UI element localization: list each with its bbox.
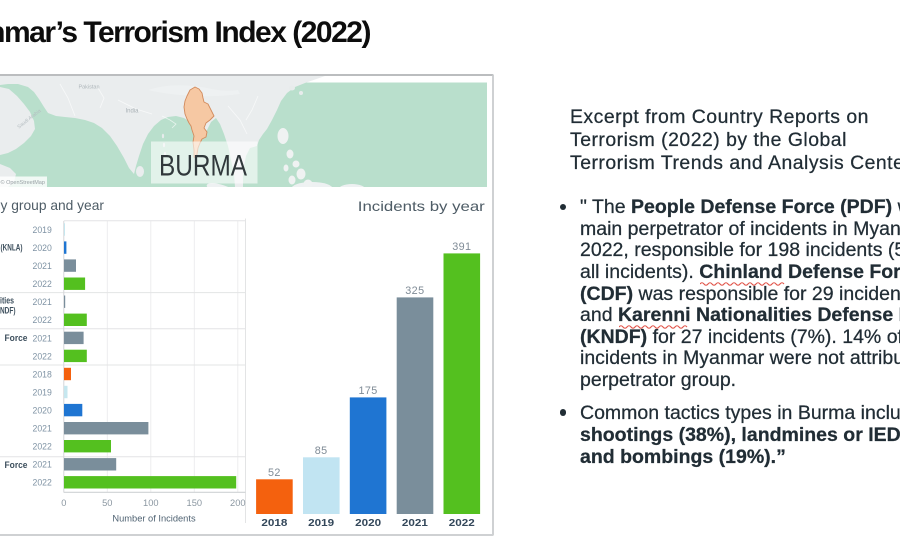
svg-text:2022: 2022 bbox=[33, 279, 52, 290]
svg-text:Pakistan: Pakistan bbox=[78, 85, 99, 91]
svg-text:NDF): NDF) bbox=[0, 306, 16, 316]
svg-text:200: 200 bbox=[230, 498, 246, 508]
svg-text:325: 325 bbox=[405, 285, 424, 297]
svg-text:2020: 2020 bbox=[33, 243, 52, 254]
svg-text:2021: 2021 bbox=[33, 460, 52, 471]
svg-text:Force: Force bbox=[5, 333, 28, 343]
svg-text:2022: 2022 bbox=[33, 351, 52, 362]
svg-text:52: 52 bbox=[268, 467, 281, 479]
svg-text:Force: Force bbox=[5, 460, 28, 470]
svg-text:Incidents by year: Incidents by year bbox=[358, 199, 486, 214]
svg-text:2018: 2018 bbox=[261, 518, 288, 529]
svg-text:BURMA: BURMA bbox=[159, 149, 247, 182]
svg-text:50: 50 bbox=[102, 498, 112, 508]
svg-text:2019: 2019 bbox=[33, 387, 52, 398]
svg-text:y group and year: y group and year bbox=[1, 198, 105, 213]
svg-text:2021: 2021 bbox=[33, 297, 52, 308]
svg-text:391: 391 bbox=[452, 241, 471, 253]
svg-text:2021: 2021 bbox=[402, 518, 429, 529]
svg-text:2021: 2021 bbox=[33, 424, 52, 435]
svg-text:2019: 2019 bbox=[33, 225, 52, 236]
svg-text:2022: 2022 bbox=[33, 478, 52, 489]
svg-text:2019: 2019 bbox=[308, 518, 335, 529]
svg-text:2021: 2021 bbox=[33, 261, 52, 272]
svg-text:2021: 2021 bbox=[33, 333, 52, 344]
svg-text:2020: 2020 bbox=[355, 518, 382, 529]
svg-text:(KNLA): (KNLA) bbox=[1, 243, 23, 253]
svg-text:100: 100 bbox=[143, 498, 159, 508]
svg-text:0: 0 bbox=[61, 498, 66, 508]
svg-text:Number of Incidents: Number of Incidents bbox=[112, 514, 196, 524]
svg-text:2018: 2018 bbox=[33, 369, 52, 380]
svg-text:2022: 2022 bbox=[449, 518, 476, 529]
svg-text:2022: 2022 bbox=[33, 315, 52, 326]
svg-text:2020: 2020 bbox=[33, 406, 52, 417]
svg-text:India: India bbox=[125, 109, 139, 115]
svg-text:85: 85 bbox=[315, 445, 328, 457]
svg-text:ities: ities bbox=[0, 296, 14, 306]
svg-text:175: 175 bbox=[358, 385, 377, 397]
svg-text:© OpenStreetMap: © OpenStreetMap bbox=[1, 179, 45, 186]
svg-text:150: 150 bbox=[187, 498, 203, 508]
svg-text:2022: 2022 bbox=[33, 442, 52, 453]
